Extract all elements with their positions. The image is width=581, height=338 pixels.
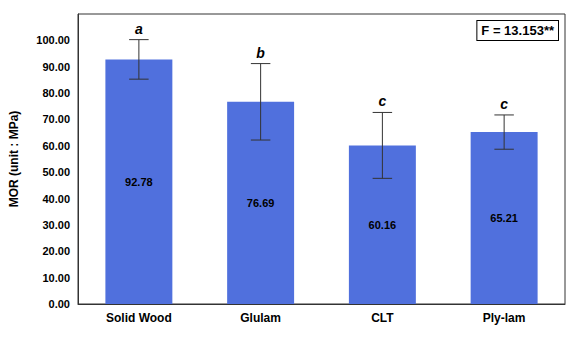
svg-text:Glulam: Glulam — [240, 311, 281, 325]
svg-text:60.16: 60.16 — [369, 219, 397, 231]
svg-text:10.00: 10.00 — [42, 272, 70, 284]
svg-text:F = 13.153**: F = 13.153** — [481, 23, 555, 38]
svg-text:65.21: 65.21 — [490, 212, 518, 224]
svg-text:30.00: 30.00 — [42, 219, 70, 231]
svg-text:40.00: 40.00 — [42, 193, 70, 205]
svg-text:70.00: 70.00 — [42, 113, 70, 125]
svg-text:60.00: 60.00 — [42, 140, 70, 152]
svg-text:a: a — [135, 21, 143, 37]
svg-text:b: b — [256, 45, 265, 61]
svg-text:76.69: 76.69 — [247, 197, 275, 209]
svg-text:20.00: 20.00 — [42, 245, 70, 257]
svg-text:80.00: 80.00 — [42, 87, 70, 99]
svg-text:c: c — [500, 96, 508, 112]
svg-text:0.00: 0.00 — [49, 298, 70, 310]
svg-text:c: c — [378, 93, 386, 109]
svg-text:92.78: 92.78 — [125, 176, 153, 188]
svg-text:Ply-lam: Ply-lam — [483, 311, 526, 325]
svg-text:90.00: 90.00 — [42, 61, 70, 73]
svg-text:Solid Wood: Solid Wood — [106, 311, 172, 325]
svg-text:MOR (unit : MPa): MOR (unit : MPa) — [7, 111, 21, 208]
svg-text:50.00: 50.00 — [42, 166, 70, 178]
svg-text:CLT: CLT — [371, 311, 394, 325]
svg-text:100.00: 100.00 — [36, 34, 70, 46]
